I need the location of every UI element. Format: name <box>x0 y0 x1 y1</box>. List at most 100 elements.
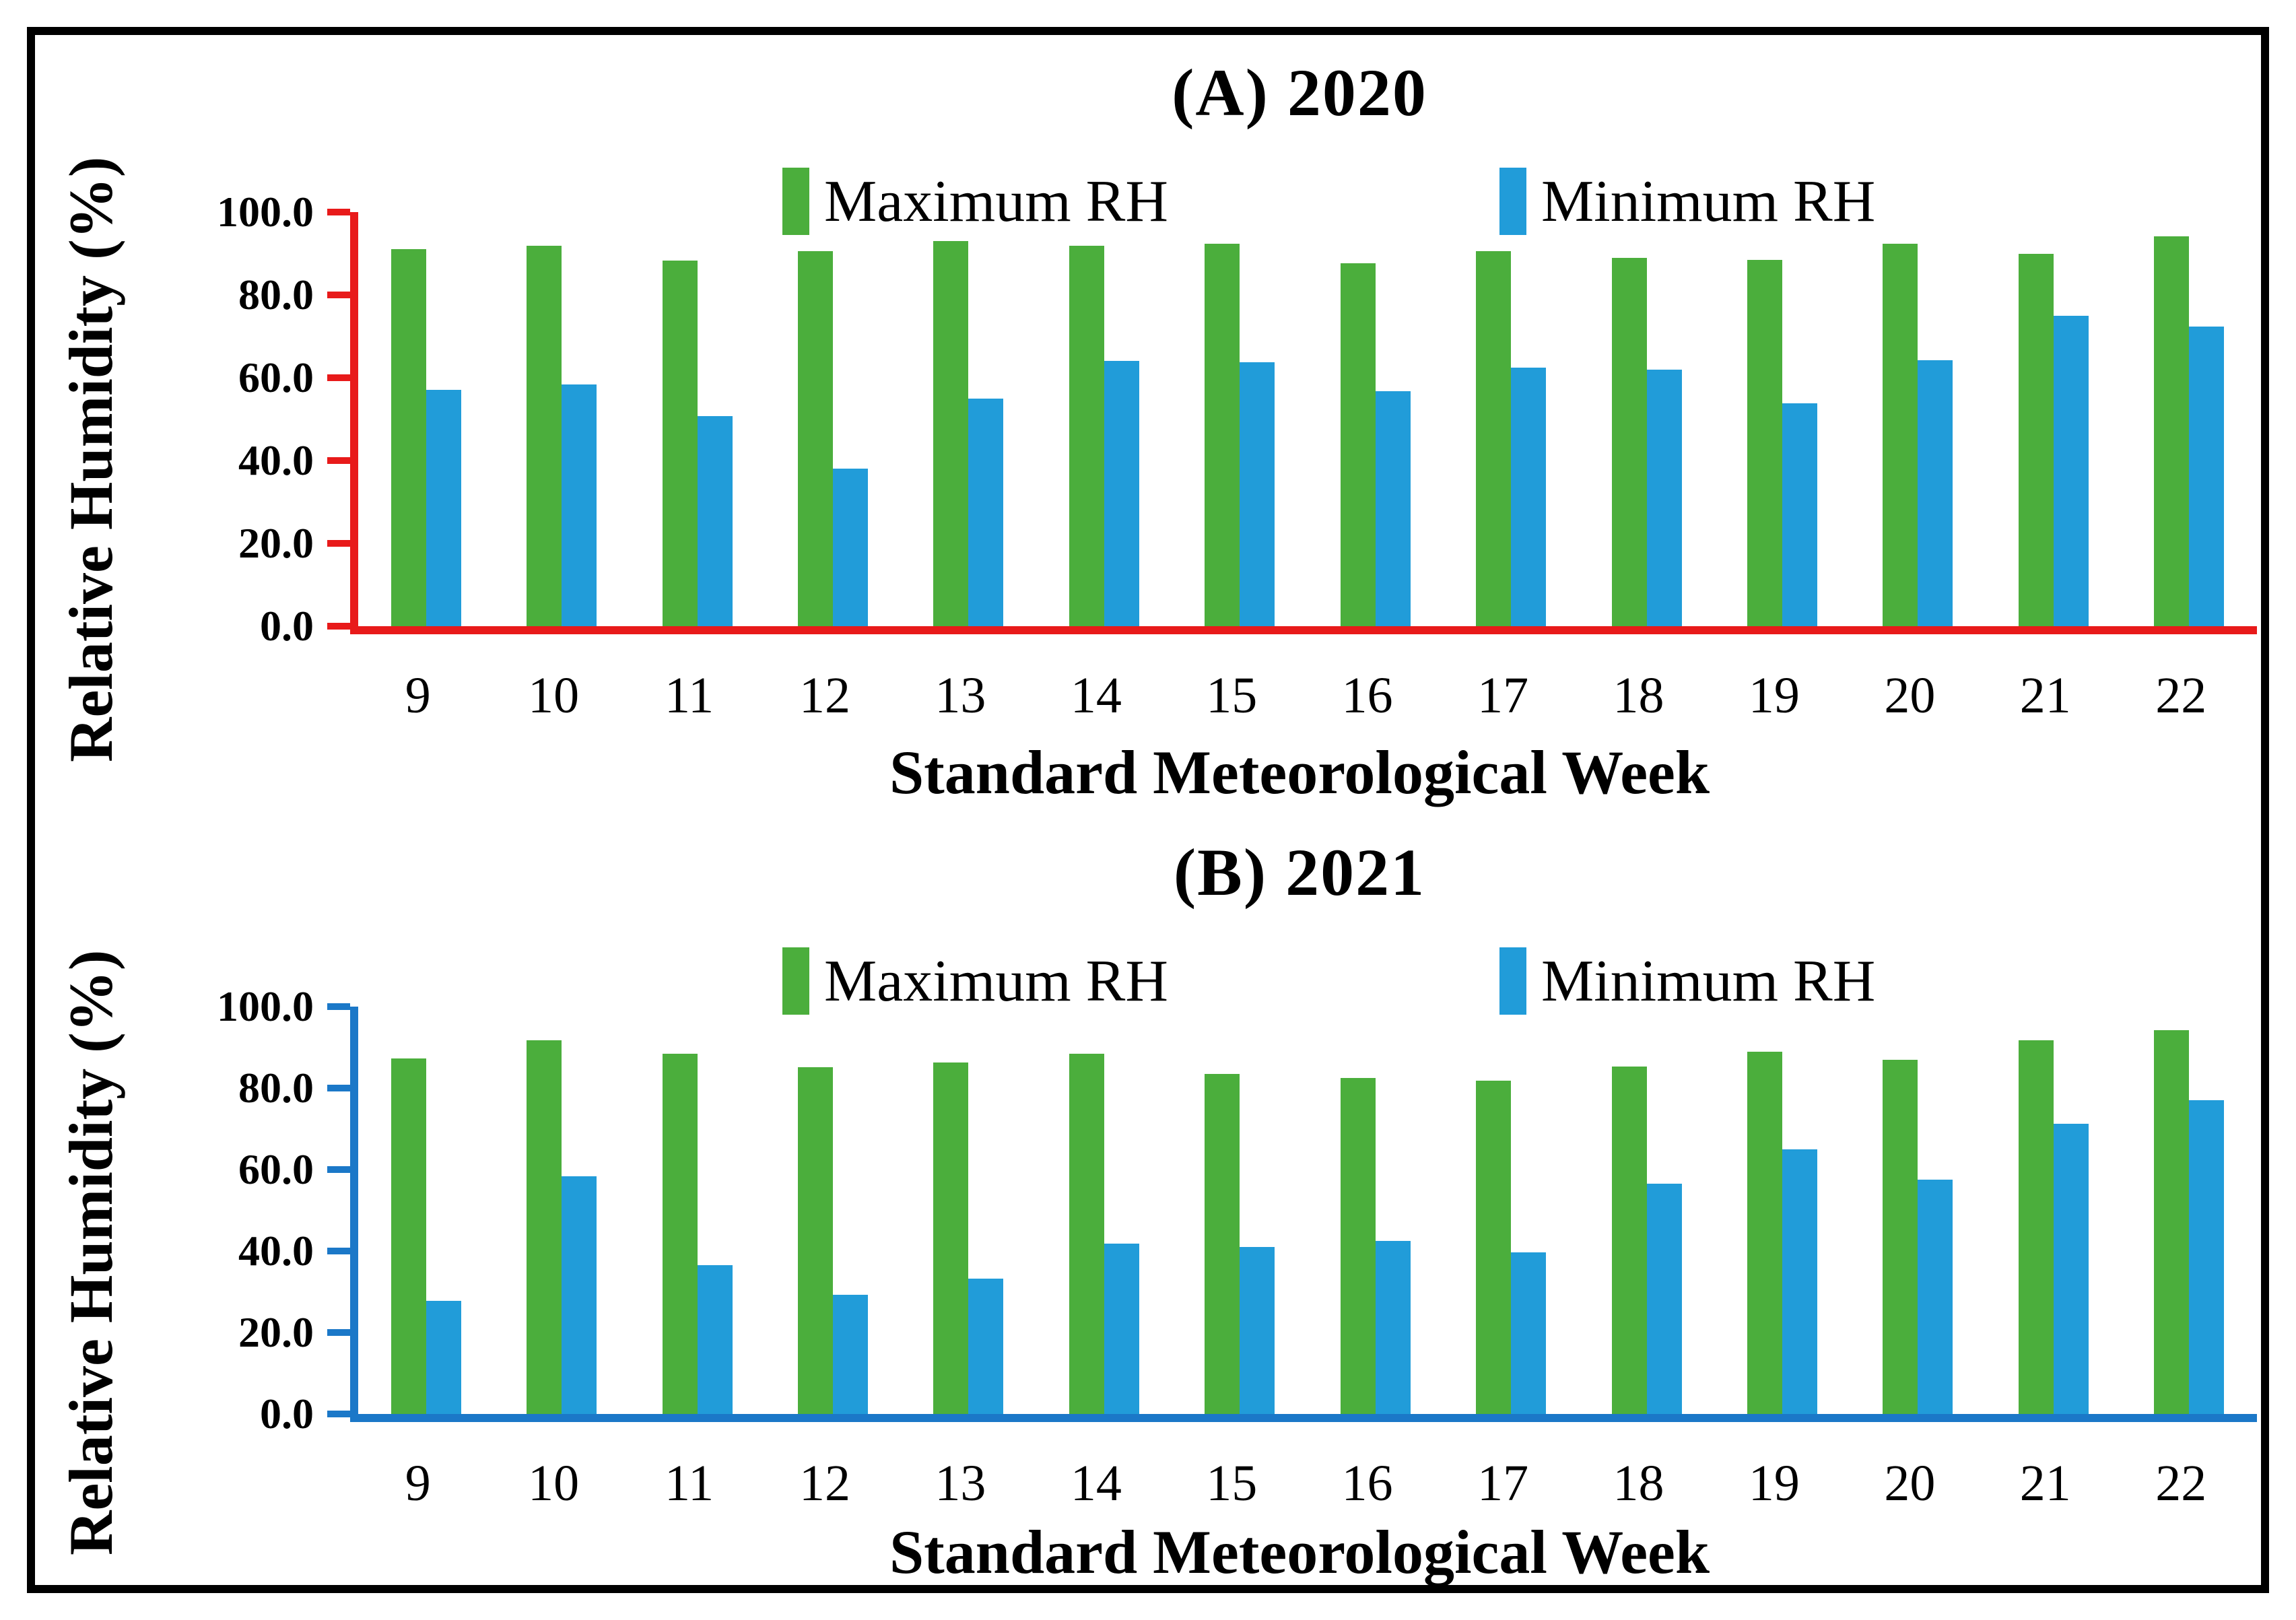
legend-item-minimum-rh: Minimum RH <box>1499 164 1875 238</box>
bar-maximum-rh-week-16 <box>1340 263 1376 626</box>
bar-maximum-rh-week-14 <box>1069 246 1104 626</box>
x-tick-label-week-20: 20 <box>1884 667 1936 724</box>
legend-swatch-icon <box>1499 947 1526 1015</box>
bar-group-week-9 <box>358 1007 494 1414</box>
x-tick-label-week-16: 16 <box>1341 667 1393 724</box>
y-tick-mark <box>327 540 350 547</box>
bar-maximum-rh-week-22 <box>2154 1030 2190 1414</box>
x-tick-label-week-11: 11 <box>664 667 714 724</box>
y-tick-mark <box>327 623 350 630</box>
bar-minimum-rh-week-13 <box>968 398 1004 626</box>
bar-series <box>358 1007 2257 1414</box>
bar-group-week-22 <box>2121 1007 2256 1414</box>
bar-group-week-20 <box>1850 1007 1986 1414</box>
plot-area: 0.0 20.0 40.0 60.0 80.0 100.0 <box>217 188 2257 650</box>
bar-maximum-rh-week-9 <box>391 1058 426 1414</box>
x-tick-label-week-10: 10 <box>528 667 580 724</box>
legend-item-maximum-rh: Maximum RH <box>782 944 1168 1018</box>
bar-minimum-rh-week-11 <box>697 1264 733 1414</box>
bar-maximum-rh-week-14 <box>1069 1054 1104 1414</box>
bar-minimum-rh-week-15 <box>1240 362 1275 626</box>
x-tick-label-week-19: 19 <box>1748 1455 1800 1512</box>
x-axis-title: Standard Meteorological Week <box>889 1518 1710 1586</box>
bar-maximum-rh-week-19 <box>1747 260 1782 626</box>
bar-group-week-11 <box>630 1007 765 1414</box>
x-tick-labels: 9 10 11 12 13 14 15 16 17 18 19 20 21 22 <box>350 667 2249 725</box>
y-tick-label: 60.0 <box>238 1145 314 1193</box>
bar-group-week-15 <box>1172 212 1308 626</box>
bar-group-week-17 <box>1443 212 1578 626</box>
bar-maximum-rh-week-11 <box>662 260 698 626</box>
legend: Maximum RH Minimum RH <box>35 944 2261 1018</box>
y-tick-label: 20.0 <box>238 1308 314 1356</box>
x-tick-label-week-14: 14 <box>1070 667 1122 724</box>
legend-swatch-icon <box>1499 168 1526 235</box>
bar-group-week-13 <box>901 1007 1036 1414</box>
y-tick-label: 80.0 <box>238 271 314 318</box>
legend-swatch-icon <box>782 168 809 235</box>
x-tick-label-week-15: 15 <box>1206 1455 1258 1512</box>
bar-maximum-rh-week-10 <box>527 1040 562 1414</box>
panel-2021: (B) 2021 Maximum RH Minimum RH Relative H… <box>35 815 2261 1586</box>
panel-2020: (A) 2020 Maximum RH Minimum RH Relative H… <box>35 35 2261 815</box>
bar-minimum-rh-week-9 <box>426 1300 461 1414</box>
bar-group-week-10 <box>494 1007 629 1414</box>
bar-minimum-rh-week-16 <box>1375 1241 1411 1414</box>
x-tick-label-week-22: 22 <box>2155 667 2207 724</box>
bar-minimum-rh-week-19 <box>1782 1149 1817 1414</box>
panel-title: (B) 2021 <box>1173 835 1426 910</box>
y-tick-mark <box>327 457 350 464</box>
bar-group-week-10 <box>494 212 629 626</box>
bar-minimum-rh-week-18 <box>1646 1183 1682 1414</box>
bar-group-week-13 <box>901 212 1036 626</box>
y-tick-mark <box>327 1166 350 1173</box>
bar-group-week-14 <box>1036 212 1172 626</box>
x-tick-label-week-13: 13 <box>935 667 986 724</box>
bar-maximum-rh-week-16 <box>1340 1077 1376 1414</box>
y-tick-label: 0.0 <box>260 602 314 650</box>
bar-group-week-16 <box>1308 212 1443 626</box>
y-tick-label: 60.0 <box>238 353 314 401</box>
bar-maximum-rh-week-9 <box>391 249 426 626</box>
bar-maximum-rh-week-12 <box>797 250 833 626</box>
bar-minimum-rh-week-17 <box>1511 368 1547 626</box>
bar-maximum-rh-week-20 <box>1883 244 1918 626</box>
y-tick-mark <box>327 209 350 215</box>
x-tick-label-week-12: 12 <box>799 667 850 724</box>
bar-minimum-rh-week-15 <box>1240 1246 1275 1414</box>
bar-maximum-rh-week-15 <box>1205 1073 1240 1414</box>
y-tick-label: 40.0 <box>238 1227 314 1275</box>
y-tick-label: 80.0 <box>238 1064 314 1112</box>
y-tick-mark <box>327 1003 350 1010</box>
y-tick-label: 40.0 <box>238 436 314 484</box>
x-tick-label-week-22: 22 <box>2155 1455 2207 1512</box>
x-tick-label-week-18: 18 <box>1613 667 1664 724</box>
bar-maximum-rh-week-17 <box>1476 1080 1512 1414</box>
legend-swatch-icon <box>782 947 809 1015</box>
bar-group-week-16 <box>1308 1007 1443 1414</box>
x-tick-label-week-11: 11 <box>664 1455 714 1512</box>
bar-minimum-rh-week-11 <box>697 416 733 626</box>
bar-maximum-rh-week-11 <box>662 1054 698 1414</box>
bar-group-week-11 <box>630 212 765 626</box>
y-tick-mark <box>327 292 350 298</box>
bar-minimum-rh-week-10 <box>562 1176 597 1414</box>
x-tick-label-week-17: 17 <box>1477 667 1529 724</box>
legend: Maximum RH Minimum RH <box>35 164 2261 238</box>
bar-minimum-rh-week-14 <box>1104 361 1139 626</box>
bar-group-week-18 <box>1579 1007 1714 1414</box>
bar-maximum-rh-week-19 <box>1747 1051 1782 1414</box>
x-tick-label-week-9: 9 <box>405 1455 431 1512</box>
bar-group-week-18 <box>1579 212 1714 626</box>
bar-group-week-12 <box>765 1007 900 1414</box>
legend-item-minimum-rh: Minimum RH <box>1499 944 1875 1018</box>
x-tick-label-week-10: 10 <box>528 1455 580 1512</box>
y-tick-mark <box>327 1085 350 1091</box>
x-tick-label-week-20: 20 <box>1884 1455 1936 1512</box>
bar-maximum-rh-week-21 <box>2018 1040 2054 1414</box>
bar-maximum-rh-week-13 <box>933 241 969 626</box>
bar-series <box>358 212 2257 626</box>
y-tick-mark <box>327 1411 350 1417</box>
bar-maximum-rh-week-20 <box>1883 1059 1918 1414</box>
